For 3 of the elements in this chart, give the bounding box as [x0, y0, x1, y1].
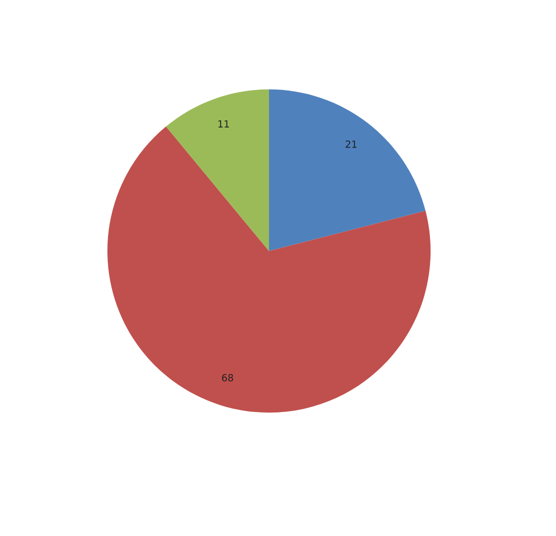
data-label: 11 [218, 120, 229, 128]
data-label: 68 [222, 374, 234, 382]
data-label: 21 [346, 140, 356, 148]
